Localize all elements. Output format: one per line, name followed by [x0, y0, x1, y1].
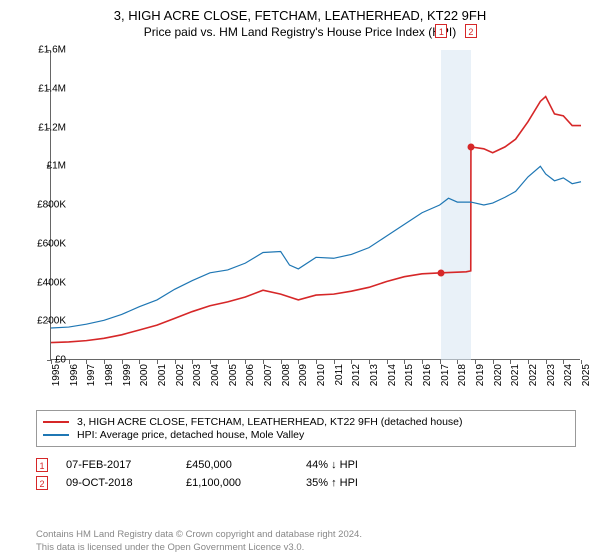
x-tick-label: 2022 [528, 364, 539, 386]
x-tick-label: 2010 [316, 364, 327, 386]
series-line-hpi [51, 166, 581, 328]
chart-plot-area: 1995199619971998199920002001200220032004… [50, 50, 580, 360]
x-tick-label: 2009 [298, 364, 309, 386]
chart-container: 3, HIGH ACRE CLOSE, FETCHAM, LEATHERHEAD… [0, 0, 600, 560]
y-tick-label: £0 [16, 355, 66, 366]
x-tick-label: 2024 [563, 364, 574, 386]
x-tick-label: 2013 [369, 364, 380, 386]
y-tick-label: £1.2M [16, 122, 66, 133]
sale-delta: 35% ↑ HPI [306, 477, 426, 489]
y-tick-label: £800K [16, 200, 66, 211]
x-tick-label: 2025 [581, 364, 592, 386]
footer-line: This data is licensed under the Open Gov… [36, 542, 576, 554]
legend-label: 3, HIGH ACRE CLOSE, FETCHAM, LEATHERHEAD… [77, 416, 463, 428]
legend-item: 3, HIGH ACRE CLOSE, FETCHAM, LEATHERHEAD… [43, 416, 569, 428]
x-tick-label: 2004 [210, 364, 221, 386]
x-tick-label: 2011 [334, 364, 345, 386]
y-tick-label: £600K [16, 238, 66, 249]
x-tick-label: 2016 [422, 364, 433, 386]
x-tick-label: 2008 [281, 364, 292, 386]
x-tick-label: 1998 [104, 364, 115, 386]
sale-row: 2 09-OCT-2018 £1,100,000 35% ↑ HPI [36, 476, 576, 490]
y-tick-label: £200K [16, 316, 66, 327]
sale-rows: 1 07-FEB-2017 £450,000 44% ↓ HPI 2 09-OC… [36, 454, 576, 494]
x-tick-label: 2006 [245, 364, 256, 386]
sale-marker-box: 1 [36, 458, 48, 472]
y-tick-label: £1.6M [16, 45, 66, 56]
chart-lines-svg [51, 50, 581, 360]
footer-attribution: Contains HM Land Registry data © Crown c… [36, 529, 576, 554]
series-line-price_paid [51, 97, 581, 343]
sale-date: 09-OCT-2018 [66, 477, 186, 489]
legend-label: HPI: Average price, detached house, Mole… [77, 429, 304, 441]
x-tick-label: 2015 [404, 364, 415, 386]
x-tick-label: 2020 [493, 364, 504, 386]
footer-line: Contains HM Land Registry data © Crown c… [36, 529, 576, 541]
x-tick-label: 2021 [510, 364, 521, 386]
sale-price: £1,100,000 [186, 477, 306, 489]
sale-delta: 44% ↓ HPI [306, 459, 426, 471]
x-tick-label: 2023 [546, 364, 557, 386]
x-tick-label: 2019 [475, 364, 486, 386]
x-tick-label: 2018 [457, 364, 468, 386]
y-tick-label: £1.4M [16, 83, 66, 94]
x-tick-label: 2014 [387, 364, 398, 386]
sale-point-marker [438, 269, 445, 276]
x-tick-label: 2000 [139, 364, 150, 386]
y-tick-label: £400K [16, 277, 66, 288]
sale-price: £450,000 [186, 459, 306, 471]
x-tick-label: 2017 [440, 364, 451, 386]
sale-row: 1 07-FEB-2017 £450,000 44% ↓ HPI [36, 458, 576, 472]
sale-marker-label: 2 [465, 24, 477, 38]
sale-date: 07-FEB-2017 [66, 459, 186, 471]
title-address: 3, HIGH ACRE CLOSE, FETCHAM, LEATHERHEAD… [0, 8, 600, 23]
sale-point-marker [467, 143, 474, 150]
x-tick-label: 2001 [157, 364, 168, 386]
x-tick-label: 2005 [228, 364, 239, 386]
sale-marker-label: 1 [435, 24, 447, 38]
sale-marker-box: 2 [36, 476, 48, 490]
x-tick-label: 1997 [86, 364, 97, 386]
x-tick-label: 2002 [175, 364, 186, 386]
x-tick-label: 2003 [192, 364, 203, 386]
legend-swatch [43, 434, 69, 436]
x-tick-label: 1996 [69, 364, 80, 386]
x-tick-label: 2012 [351, 364, 362, 386]
legend-box: 3, HIGH ACRE CLOSE, FETCHAM, LEATHERHEAD… [36, 410, 576, 447]
x-tick-label: 2007 [263, 364, 274, 386]
title-subtitle: Price paid vs. HM Land Registry's House … [0, 25, 600, 39]
legend-item: HPI: Average price, detached house, Mole… [43, 429, 569, 441]
x-tick-label: 1995 [51, 364, 62, 386]
x-tick-label: 1999 [122, 364, 133, 386]
y-tick-label: £1M [16, 161, 66, 172]
title-block: 3, HIGH ACRE CLOSE, FETCHAM, LEATHERHEAD… [0, 0, 600, 43]
legend-swatch [43, 421, 69, 423]
